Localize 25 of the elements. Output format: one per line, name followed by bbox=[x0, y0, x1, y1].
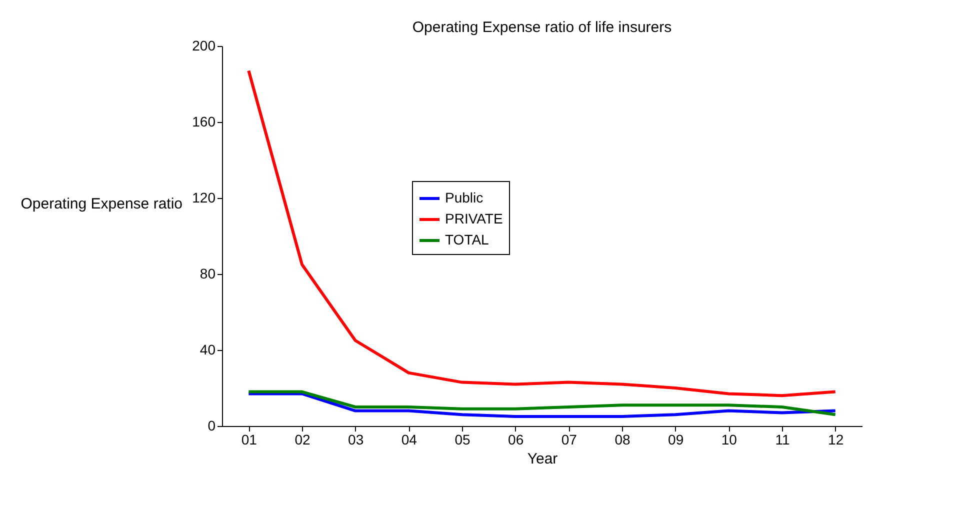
x-tick-label: 06 bbox=[508, 432, 524, 448]
line-series bbox=[247, 69, 837, 398]
x-tick-label: 10 bbox=[721, 432, 738, 448]
x-tick-label: 08 bbox=[614, 432, 630, 448]
y-tick-label: 120 bbox=[192, 190, 216, 206]
x-tick-label: 12 bbox=[828, 432, 844, 448]
y-tick-label: 80 bbox=[200, 266, 216, 282]
x-tick-label: 07 bbox=[561, 432, 578, 448]
x-tick-label: 02 bbox=[294, 432, 310, 448]
x-axis-title: Year bbox=[527, 450, 558, 468]
chart-title: Operating Expense ratio of life insurers bbox=[412, 19, 672, 36]
x-tick-label: 09 bbox=[668, 432, 684, 448]
legend-label: PRIVATE bbox=[445, 210, 503, 226]
x-tick-label: 05 bbox=[454, 432, 470, 448]
y-axis-title: Operating Expense ratio bbox=[20, 196, 182, 212]
legend-label: Public bbox=[445, 190, 484, 206]
y-tick-label: 200 bbox=[192, 38, 216, 54]
y-tick-label: 0 bbox=[208, 418, 216, 434]
y-tick-label: 160 bbox=[192, 114, 216, 130]
x-tick-label: 03 bbox=[348, 432, 364, 448]
x-tick-label: 04 bbox=[401, 432, 418, 448]
legend-label: TOTAL bbox=[445, 232, 490, 248]
x-tick-label: 11 bbox=[775, 432, 790, 448]
x-tick-label: 01 bbox=[241, 432, 258, 448]
y-tick-label: 40 bbox=[200, 342, 216, 358]
